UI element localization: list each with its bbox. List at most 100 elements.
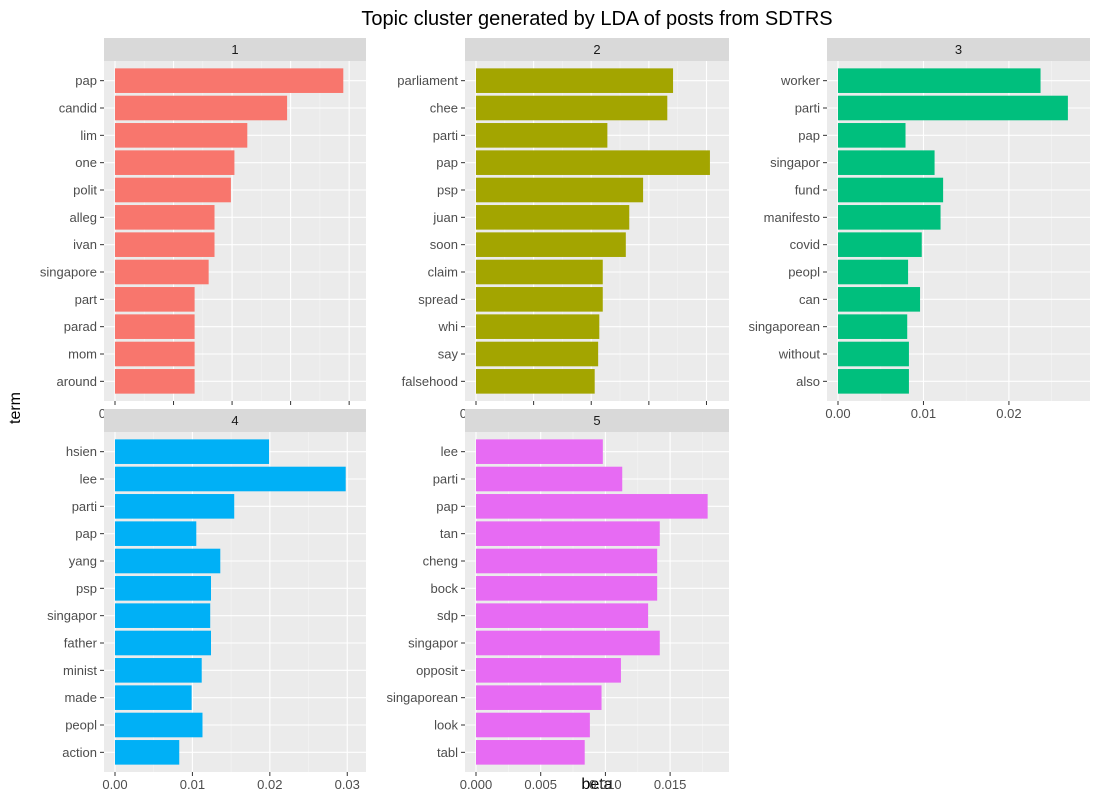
y-tick-label: opposit <box>416 663 458 678</box>
facet-strip-label: 2 <box>593 42 600 57</box>
y-tick-label: cheng <box>423 554 458 569</box>
y-tick-label: peopl <box>788 265 820 280</box>
facet-strip <box>827 38 1090 61</box>
y-tick-label: spread <box>418 292 458 307</box>
x-tick-label: 0.015 <box>654 777 687 792</box>
x-tick-label: 0.000 <box>460 777 493 792</box>
bar-yang <box>115 548 221 574</box>
panel-topic-4: 4 0.00 0.01 0.02 0.03 hsien lee parti pap yang psp… <box>47 409 366 792</box>
panel-topic-3: 3 0.00 0.01 0.02 worker parti pap singapor fund m… <box>748 38 1090 421</box>
y-tick-label: yang <box>69 554 97 569</box>
bar-peopl <box>115 712 203 738</box>
x-tick-label: 0.005 <box>524 777 557 792</box>
bar-singapor <box>476 630 660 656</box>
facet-strip-label: 1 <box>231 42 238 57</box>
facet-strip <box>465 409 729 432</box>
bar-parad <box>115 314 195 339</box>
y-tick-label: can <box>799 292 820 307</box>
y-tick-label: whi <box>437 319 458 334</box>
y-tick-label: psp <box>437 183 458 198</box>
y-tick-label: covid <box>790 237 820 252</box>
y-tick-label: polit <box>73 183 97 198</box>
y-tick-label: peopl <box>65 718 97 733</box>
bar-peopl <box>838 259 909 285</box>
bar-singaporean <box>838 314 908 339</box>
y-tick-label: singapor <box>408 636 459 651</box>
x-tick-label: 0.03 <box>335 777 360 792</box>
y-tick-label: pap <box>436 155 458 170</box>
bar-also <box>838 369 909 394</box>
bar-without <box>838 341 909 367</box>
facet-strip-label: 3 <box>955 42 962 57</box>
y-axis-title: term <box>7 392 24 424</box>
bar-can <box>838 287 921 312</box>
y-tick-label: worker <box>780 73 821 88</box>
panel-topic-2: 20.0000.0050.0100.0150.020parliamentchee… <box>397 38 729 421</box>
bar-ivan <box>115 232 215 257</box>
bar-parliament <box>476 68 674 93</box>
bar-bock <box>476 576 658 601</box>
bar-mom <box>115 341 195 367</box>
y-tick-label: father <box>64 636 98 651</box>
bar-sdp <box>476 603 649 628</box>
y-tick-label: tabl <box>437 745 458 760</box>
y-tick-label: tan <box>440 526 458 541</box>
bar-whi <box>476 314 600 339</box>
facet-strip <box>104 409 366 432</box>
facet-strip <box>104 38 366 61</box>
y-tick-label: say <box>438 347 459 362</box>
x-tick-label: 0.00 <box>825 406 850 421</box>
bar-singapor <box>838 150 935 175</box>
y-tick-label: fund <box>795 183 820 198</box>
bar-claim <box>476 259 603 285</box>
y-tick-label: falsehood <box>402 374 458 389</box>
y-tick-label: pap <box>75 526 97 541</box>
bar-pap <box>476 494 708 519</box>
x-axis-title: beta <box>581 776 612 793</box>
y-tick-label: candid <box>59 101 97 116</box>
x-tick-label: 0.02 <box>996 406 1021 421</box>
bar-pap <box>838 123 906 148</box>
panel-topic-1: 10.0000.0050.0100.0150.020papcandidlimon… <box>40 38 366 421</box>
y-tick-label: lim <box>80 128 97 143</box>
bar-lim <box>115 123 248 148</box>
bar-parti <box>838 95 1068 121</box>
bar-cheng <box>476 548 658 574</box>
y-tick-label: lee <box>80 472 97 487</box>
y-tick-label: alleg <box>70 210 97 225</box>
bar-look <box>476 712 590 738</box>
bar-lee <box>476 439 603 464</box>
y-tick-label: also <box>796 374 820 389</box>
bar-one <box>115 150 235 175</box>
facet-strip-label: 5 <box>593 413 600 428</box>
bar-covid <box>838 232 922 257</box>
y-tick-label: parti <box>795 101 820 116</box>
chart-title: Topic cluster generated by LDA of posts … <box>361 8 832 30</box>
bar-made <box>115 685 192 710</box>
bar-worker <box>838 68 1041 93</box>
y-tick-label: around <box>57 374 97 389</box>
bar-part <box>115 287 195 312</box>
bar-parti <box>476 466 623 492</box>
y-tick-label: parti <box>433 472 458 487</box>
y-tick-label: manifesto <box>764 210 820 225</box>
y-tick-label: singaporean <box>748 319 820 334</box>
y-tick-label: sdp <box>437 608 458 623</box>
bar-singapore <box>115 259 209 285</box>
y-tick-label: soon <box>430 237 458 252</box>
bar-falsehood <box>476 369 595 394</box>
y-tick-label: hsien <box>66 444 97 459</box>
panels: 10.0000.0050.0100.0150.020papcandidlimon… <box>40 38 1090 792</box>
y-tick-label: pap <box>436 499 458 514</box>
y-tick-label: minist <box>63 663 97 678</box>
bar-parti <box>115 494 235 519</box>
y-tick-label: singapor <box>47 608 98 623</box>
y-tick-label: action <box>62 745 97 760</box>
bar-father <box>115 630 211 656</box>
y-tick-label: without <box>778 347 821 362</box>
y-tick-label: look <box>434 718 458 733</box>
bar-soon <box>476 232 626 257</box>
bar-psp <box>476 177 644 203</box>
y-tick-label: one <box>75 155 97 170</box>
